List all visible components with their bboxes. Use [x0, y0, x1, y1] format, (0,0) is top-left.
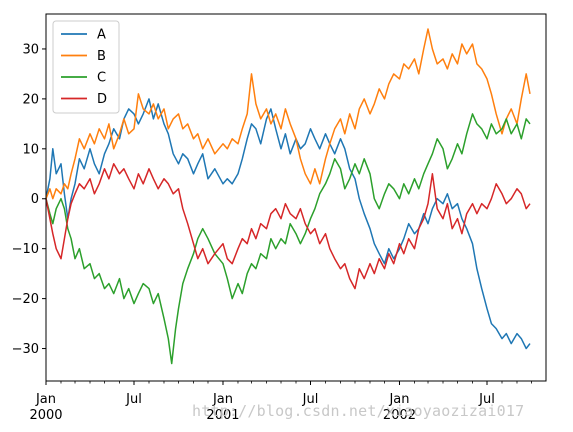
x-tick-label: Jul: [125, 392, 142, 407]
y-tick-label: 20: [22, 92, 39, 107]
series-layer: [45, 28, 531, 365]
series-line-d: [45, 163, 531, 290]
x-tick-label: Jul: [478, 392, 495, 407]
y-axis: −30 −20 −10 0 10 20 30: [12, 42, 46, 357]
x-tick-sublabel: 2000: [29, 408, 62, 423]
legend-label-a: A: [97, 28, 106, 43]
y-tick-label: −20: [12, 292, 39, 307]
series-line-c: [45, 113, 531, 365]
y-tick-label: −30: [12, 342, 39, 357]
y-tick-label: 30: [22, 42, 39, 57]
x-tick-label: Jul: [302, 392, 319, 407]
x-tick-label: Jan: [212, 392, 233, 407]
x-tick-sublabel: 2002: [383, 408, 416, 423]
y-tick-label: −10: [12, 242, 39, 257]
x-tick-label: Jan: [35, 392, 56, 407]
legend-label-c: C: [97, 71, 106, 86]
series-line-a: [45, 98, 531, 350]
watermark: http://blog.csdn.net/xiaoyaozizai017: [192, 402, 525, 420]
y-tick-label: 0: [31, 192, 39, 207]
plot-area: [46, 14, 546, 381]
series-line-b: [45, 28, 531, 200]
x-tick-sublabel: 2001: [206, 408, 239, 423]
legend-label-d: D: [97, 92, 107, 107]
x-tick-label: Jan: [388, 392, 409, 407]
legend-box: [52, 20, 120, 114]
y-tick-label: 10: [22, 142, 39, 157]
legend-label-b: B: [97, 49, 106, 64]
